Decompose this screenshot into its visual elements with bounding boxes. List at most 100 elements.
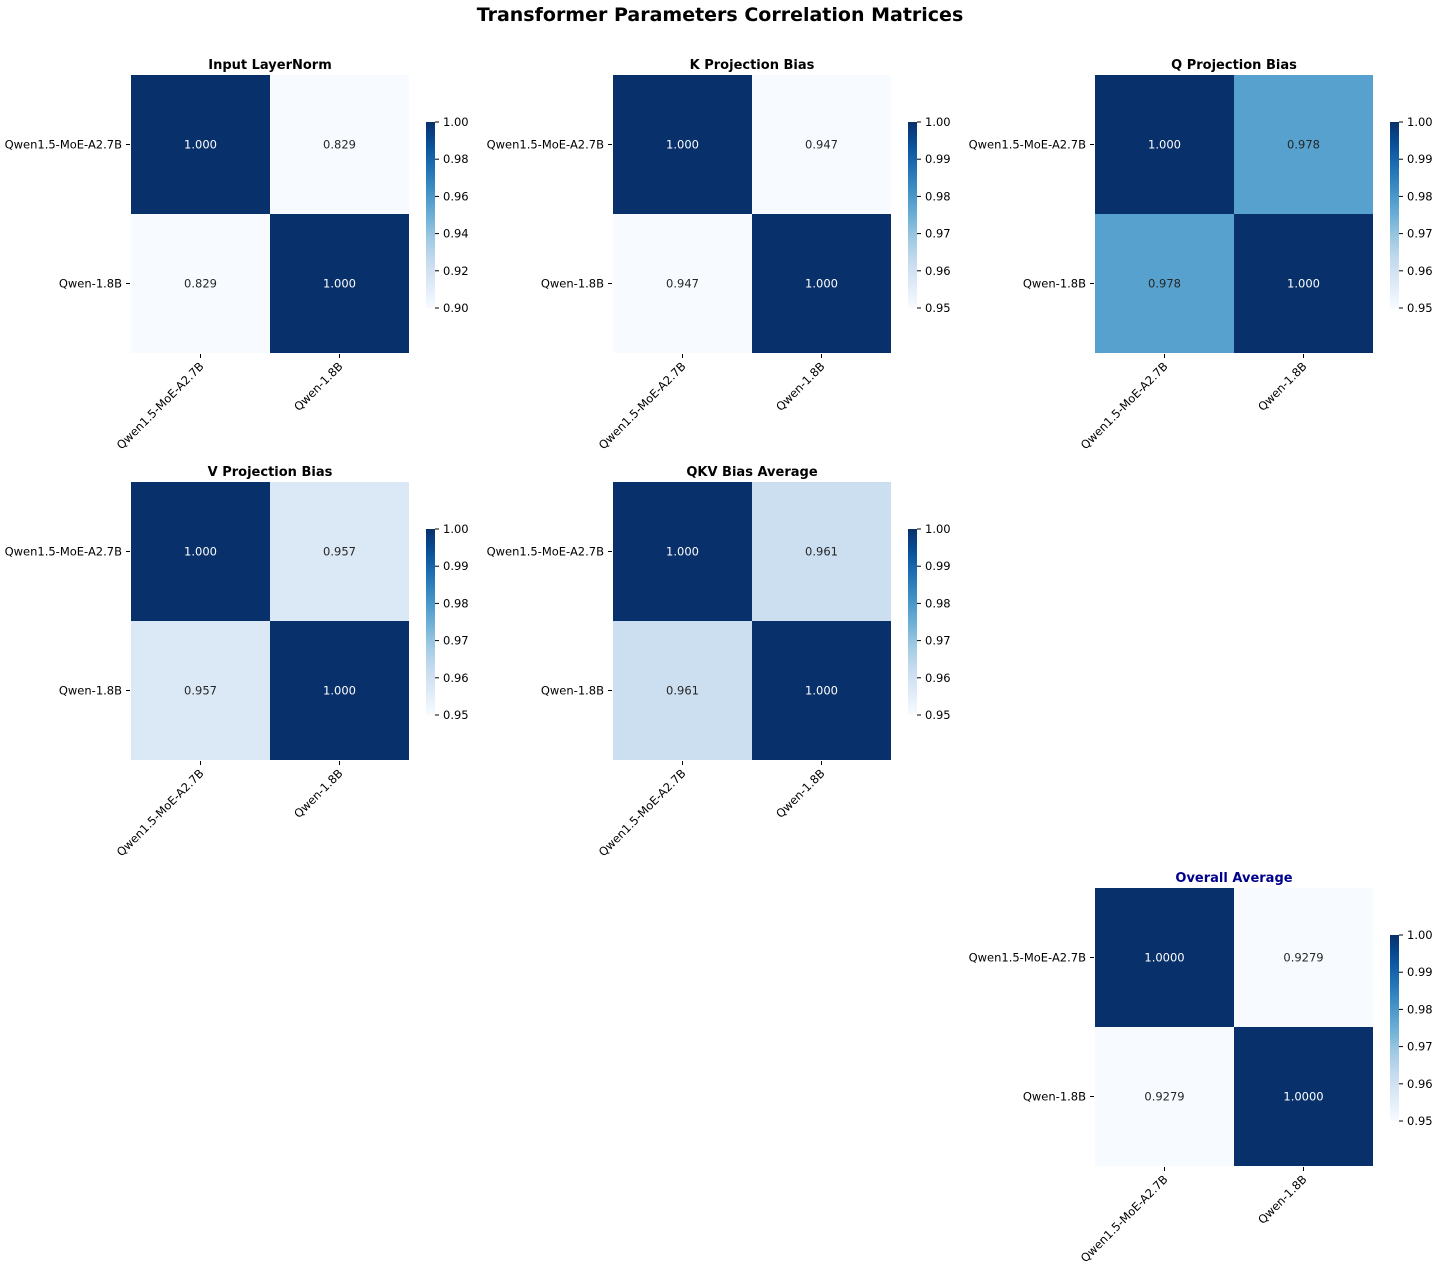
cell-value-label: 1.000 <box>1287 277 1320 291</box>
heatmap-cell <box>270 482 409 621</box>
colorbar <box>426 122 435 308</box>
y-tick-label: Qwen1.5-MoE-A2.7B <box>969 951 1087 965</box>
panel-title: Q Projection Bias <box>1171 58 1297 73</box>
panel-title: Input LayerNorm <box>208 58 332 73</box>
colorbar-tick-label: 0.96 <box>1407 1077 1433 1091</box>
colorbar-tick-label: 0.97 <box>1407 1040 1433 1054</box>
colorbar-tick-label: 0.96 <box>443 671 469 685</box>
colorbar <box>1390 935 1399 1121</box>
colorbar-tick-label: 0.99 <box>1407 152 1433 166</box>
y-tick-label: Qwen1.5-MoE-A2.7B <box>487 545 605 559</box>
colorbar-tick-label: 0.98 <box>1407 189 1433 203</box>
colorbar-tick-label: 0.96 <box>925 264 951 278</box>
colorbar-tick-label: 0.99 <box>1407 965 1433 979</box>
cell-value-label: 0.829 <box>323 138 356 152</box>
colorbar-tick-label: 0.92 <box>443 264 469 278</box>
heatmap-cell <box>752 621 891 760</box>
y-tick-label: Qwen1.5-MoE-A2.7B <box>969 138 1087 152</box>
heatmap-cell <box>131 75 270 214</box>
x-tick-label: Qwen-1.8B <box>773 766 828 821</box>
colorbar-tick-label: 1.00 <box>443 522 469 536</box>
x-tick-label: Qwen1.5-MoE-A2.7B <box>114 359 207 452</box>
cell-value-label: 0.9279 <box>1144 1090 1184 1104</box>
heatmap-panel: Overall Average 1.0000 0.9279 0.9279 1.0000 Q… <box>969 871 1433 1265</box>
colorbar <box>908 122 917 308</box>
colorbar-tick-label: 0.98 <box>443 596 469 610</box>
y-tick-label: Qwen1.5-MoE-A2.7B <box>487 138 605 152</box>
heatmap-cell <box>752 482 891 621</box>
cell-value-label: 0.978 <box>1287 138 1320 152</box>
cell-value-label: 1.000 <box>666 545 699 559</box>
colorbar-tick-label: 0.95 <box>443 708 469 722</box>
colorbar-tick-label: 0.99 <box>443 559 469 573</box>
y-tick-label: Qwen-1.8B <box>541 684 604 698</box>
colorbar-tick-label: 1.00 <box>925 115 951 129</box>
heatmap-cell <box>270 214 409 353</box>
x-tick-label: Qwen1.5-MoE-A2.7B <box>114 766 207 859</box>
colorbar-tick-label: 0.95 <box>1407 301 1433 315</box>
x-tick-label: Qwen-1.8B <box>291 766 346 821</box>
colorbar-tick-label: 1.00 <box>1407 928 1433 942</box>
colorbar-tick-label: 1.00 <box>443 115 469 129</box>
cell-value-label: 0.947 <box>805 138 838 152</box>
x-tick-label: Qwen-1.8B <box>773 359 828 414</box>
y-tick-label: Qwen-1.8B <box>541 277 604 291</box>
y-tick-label: Qwen-1.8B <box>59 684 122 698</box>
cell-value-label: 0.957 <box>184 684 217 698</box>
y-tick-label: Qwen-1.8B <box>1023 1090 1086 1104</box>
colorbar-tick-label: 0.97 <box>1407 227 1433 241</box>
heatmap-cell <box>131 214 270 353</box>
heatmap-panel: K Projection Bias 1.000 0.947 0.947 1.000 Qwe… <box>487 58 951 452</box>
colorbar-tick-label: 1.00 <box>1407 115 1433 129</box>
heatmap-cell <box>1095 888 1234 1027</box>
cell-value-label: 0.9279 <box>1283 951 1323 965</box>
cell-value-label: 1.000 <box>805 277 838 291</box>
heatmap-panel: QKV Bias Average 1.000 0.961 0.961 1.000 Qwen… <box>487 465 951 859</box>
heatmap-cell <box>131 621 270 760</box>
colorbar-tick-label: 0.94 <box>443 227 469 241</box>
y-tick-label: Qwen1.5-MoE-A2.7B <box>5 545 123 559</box>
heatmap-cell <box>613 482 752 621</box>
y-tick-label: Qwen1.5-MoE-A2.7B <box>5 138 123 152</box>
cell-value-label: 1.000 <box>323 684 356 698</box>
cell-value-label: 1.000 <box>323 277 356 291</box>
cell-value-label: 0.829 <box>184 277 217 291</box>
colorbar-tick-label: 0.97 <box>925 634 951 648</box>
y-tick-label: Qwen-1.8B <box>1023 277 1086 291</box>
colorbar <box>426 529 435 715</box>
colorbar-tick-label: 0.97 <box>925 227 951 241</box>
x-tick-label: Qwen1.5-MoE-A2.7B <box>1078 359 1171 452</box>
heatmap-cell <box>1234 1027 1373 1166</box>
cell-value-label: 0.957 <box>323 545 356 559</box>
cell-value-label: 0.978 <box>1148 277 1181 291</box>
colorbar-tick-label: 0.97 <box>443 634 469 648</box>
x-tick-label: Qwen-1.8B <box>1255 359 1310 414</box>
heatmap-cell <box>270 621 409 760</box>
colorbar <box>1390 122 1399 308</box>
colorbar-tick-label: 1.00 <box>925 522 951 536</box>
colorbar-tick-label: 0.96 <box>1407 264 1433 278</box>
heatmap-cell <box>1095 214 1234 353</box>
colorbar-tick-label: 0.90 <box>443 301 469 315</box>
cell-value-label: 0.961 <box>666 684 699 698</box>
heatmap-cell <box>1234 888 1373 1027</box>
cell-value-label: 1.000 <box>1148 138 1181 152</box>
cell-value-label: 1.0000 <box>1283 1090 1323 1104</box>
cell-value-label: 1.0000 <box>1144 951 1184 965</box>
heatmap-panel: Input LayerNorm 1.000 0.829 0.829 1.000 Qwen1… <box>5 58 469 452</box>
x-tick-label: Qwen1.5-MoE-A2.7B <box>1078 1172 1171 1265</box>
y-tick-label: Qwen-1.8B <box>59 277 122 291</box>
heatmap-cell <box>613 621 752 760</box>
colorbar-tick-label: 0.95 <box>1407 1114 1433 1128</box>
x-tick-label: Qwen1.5-MoE-A2.7B <box>596 766 689 859</box>
heatmap-panel: Q Projection Bias 1.000 0.978 0.978 1.000 Qwe… <box>969 58 1433 452</box>
heatmap-cell <box>613 75 752 214</box>
colorbar-tick-label: 0.95 <box>925 301 951 315</box>
cell-value-label: 0.961 <box>805 545 838 559</box>
colorbar-tick-label: 0.98 <box>1407 1002 1433 1016</box>
heatmap-cell <box>752 214 891 353</box>
heatmap-cell <box>270 75 409 214</box>
cell-value-label: 1.000 <box>666 138 699 152</box>
panel-title: QKV Bias Average <box>686 465 817 480</box>
